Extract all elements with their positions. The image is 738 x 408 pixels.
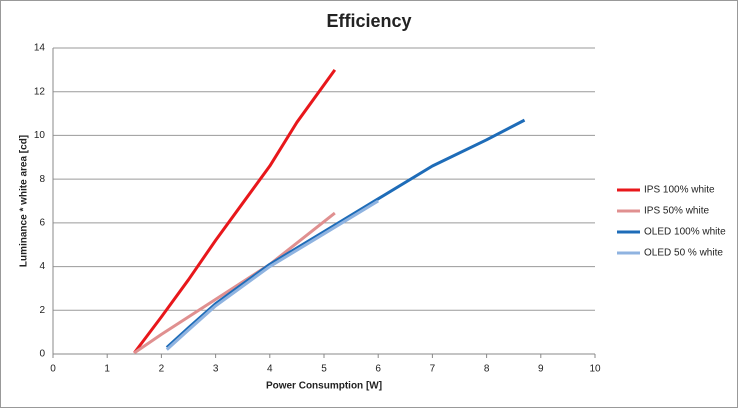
x-tick-label: 4 [267, 364, 273, 375]
x-tick-label: 2 [159, 364, 165, 375]
y-tick-label: 2 [39, 305, 45, 316]
data-line [133, 211, 336, 355]
legend-label: IPS 100% white [644, 185, 715, 196]
x-tick-label: 0 [50, 364, 56, 375]
data-line [133, 68, 337, 354]
x-tick-label: 10 [589, 364, 601, 375]
x-tick-label: 8 [484, 364, 490, 375]
x-tick-label: 3 [213, 364, 219, 375]
x-tick-label: 6 [375, 364, 381, 375]
y-tick-label: 10 [34, 130, 46, 141]
x-tick-label: 1 [104, 364, 110, 375]
y-tick-label: 4 [39, 261, 45, 272]
y-tick-label: 14 [34, 43, 46, 54]
x-tick-label: 7 [430, 364, 436, 375]
legend-label: IPS 50% white [644, 206, 709, 217]
y-tick-label: 6 [39, 217, 45, 228]
y-tick-label: 12 [34, 86, 46, 97]
y-tick-label: 0 [39, 349, 45, 360]
y-tick-label: 8 [39, 174, 45, 185]
y-axis-label: Luminance * white area [cd] [19, 135, 30, 267]
data-line [165, 118, 526, 349]
x-tick-label: 5 [321, 364, 327, 375]
data-line [165, 199, 379, 351]
legend-label: OLED 100% white [644, 227, 726, 238]
x-tick-label: 9 [538, 364, 544, 375]
chart-title: Efficiency [326, 11, 411, 31]
x-axis-label: Power Consumption [W] [266, 381, 382, 392]
legend-label: OLED 50 % white [644, 248, 723, 259]
